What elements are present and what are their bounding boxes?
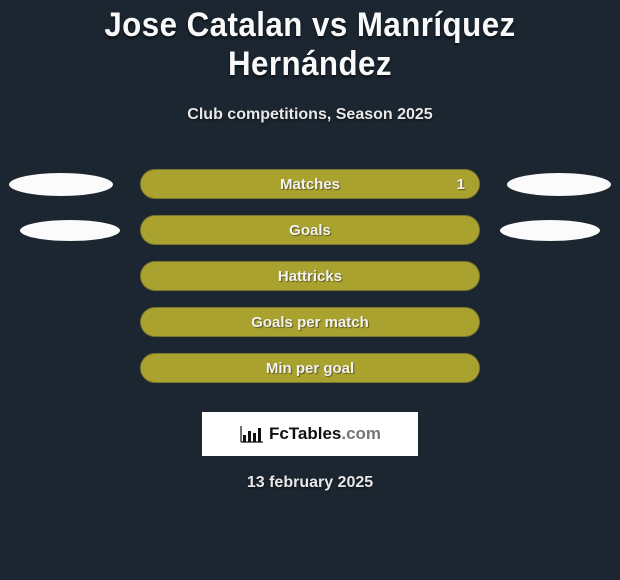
stats-rows: Matches1 Goals Hattricks Goals per match Min… — [0, 164, 620, 394]
stat-row: Goals per match — [0, 302, 620, 348]
bar-track: Hattricks — [140, 261, 480, 291]
logo-text-main: FcTables — [269, 424, 341, 443]
stat-row: Hattricks — [0, 256, 620, 302]
right-bubble — [507, 173, 611, 196]
bar-track: Goals per match — [140, 307, 480, 337]
date-text: 13 february 2025 — [0, 474, 620, 492]
left-bubble — [20, 220, 120, 241]
stat-row: Goals — [0, 210, 620, 256]
page-title: Jose Catalan vs Manríquez Hernández — [25, 6, 595, 84]
left-bubble — [9, 173, 113, 196]
logo-text: FcTables.com — [269, 424, 381, 444]
stat-row: Min per goal — [0, 348, 620, 394]
bar-track: Goals — [140, 215, 480, 245]
subtitle: Club competitions, Season 2025 — [0, 106, 620, 124]
bar-chart-icon — [239, 424, 265, 444]
bar-track: Matches1 — [140, 169, 480, 199]
right-bubble — [500, 220, 600, 241]
bar-fill — [141, 354, 479, 382]
bar-fill — [141, 170, 479, 198]
logo-text-suffix: .com — [341, 424, 381, 443]
bar-fill — [141, 308, 479, 336]
bar-track: Min per goal — [140, 353, 480, 383]
logo-box: FcTables.com — [202, 412, 418, 456]
bar-fill — [141, 216, 479, 244]
root: Jose Catalan vs Manríquez Hernández Club… — [0, 0, 620, 580]
stat-row: Matches1 — [0, 164, 620, 210]
bar-fill — [141, 262, 479, 290]
